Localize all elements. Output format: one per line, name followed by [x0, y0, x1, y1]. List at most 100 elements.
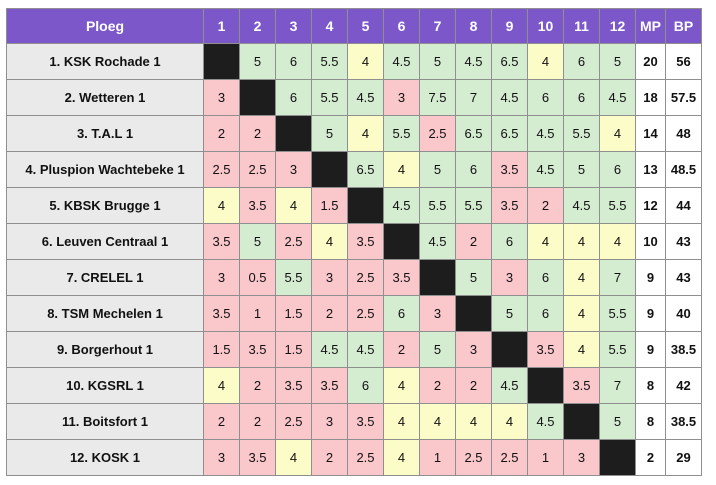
score-cell: 6	[527, 295, 564, 332]
score-cell: 5.5	[311, 79, 348, 116]
self-cell	[455, 295, 492, 332]
score-cell: 5	[491, 295, 528, 332]
score-cell: 3	[419, 295, 456, 332]
score-cell: 4	[203, 187, 240, 224]
score-cell: 5.5	[599, 331, 636, 368]
header-round-1: 1	[203, 8, 240, 44]
match-points: 18	[635, 79, 666, 116]
score-cell: 1.5	[275, 295, 312, 332]
score-cell: 2	[239, 403, 276, 440]
team-name: 3. T.A.L 1	[6, 115, 204, 152]
score-cell: 4	[599, 115, 636, 152]
board-points: 48	[665, 115, 702, 152]
team-name: 1. KSK Rochade 1	[6, 43, 204, 80]
score-cell: 6.5	[491, 115, 528, 152]
header-round-12: 12	[599, 8, 636, 44]
team-name: 5. KBSK Brugge 1	[6, 187, 204, 224]
score-cell: 4.5	[347, 79, 384, 116]
score-cell: 2	[239, 367, 276, 404]
score-cell: 5.5	[599, 295, 636, 332]
score-cell: 6	[347, 367, 384, 404]
score-cell: 3.5	[275, 367, 312, 404]
board-points: 40	[665, 295, 702, 332]
score-cell: 4	[527, 223, 564, 260]
self-cell	[527, 367, 564, 404]
score-cell: 4	[491, 403, 528, 440]
board-points: 38.5	[665, 331, 702, 368]
board-points: 43	[665, 259, 702, 296]
table-row: 9. Borgerhout 1 1.5 3.5 1.5 4.5 4.5 2 5 3 3.5 4 5.5…	[6, 331, 702, 368]
header-round-7: 7	[419, 8, 456, 44]
score-cell: 7	[599, 367, 636, 404]
board-points: 42	[665, 367, 702, 404]
score-cell: 2.5	[275, 223, 312, 260]
score-cell: 0.5	[239, 259, 276, 296]
match-points: 10	[635, 223, 666, 260]
score-cell: 4	[563, 223, 600, 260]
score-cell: 4	[275, 187, 312, 224]
score-cell: 3.5	[527, 331, 564, 368]
match-points: 14	[635, 115, 666, 152]
score-cell: 4	[383, 439, 420, 476]
score-cell: 2.5	[275, 403, 312, 440]
score-cell: 4.5	[599, 79, 636, 116]
table-row: 6. Leuven Centraal 1 3.5 5 2.5 4 3.5 4.5 2 6 4 4 4 1…	[6, 223, 702, 260]
score-cell: 5.5	[419, 187, 456, 224]
score-cell: 4.5	[527, 403, 564, 440]
score-cell: 2	[383, 331, 420, 368]
crosstable: Ploeg 1 2 3 4 5 6 7 8 9 10 11 12 MP BP 1. KSK Rochade…	[6, 8, 702, 476]
board-points: 43	[665, 223, 702, 260]
self-cell	[275, 115, 312, 152]
score-cell: 4	[455, 403, 492, 440]
self-cell	[563, 403, 600, 440]
score-cell: 4	[275, 439, 312, 476]
score-cell: 3.5	[383, 259, 420, 296]
table-row: 1. KSK Rochade 1 5 6 5.5 4 4.5 5 4.5 6.5 4 6 5 20 56	[6, 43, 702, 80]
self-cell	[347, 187, 384, 224]
table-row: 2. Wetteren 1 3 6 5.5 4.5 3 7.5 7 4.5 6 6 4.5 18 57.5	[6, 79, 702, 116]
score-cell: 2.5	[455, 439, 492, 476]
score-cell: 6	[455, 151, 492, 188]
score-cell: 2	[455, 223, 492, 260]
header-round-11: 11	[563, 8, 600, 44]
header-mp: MP	[635, 8, 666, 44]
score-cell: 2.5	[203, 151, 240, 188]
header-round-10: 10	[527, 8, 564, 44]
match-points: 9	[635, 259, 666, 296]
board-points: 56	[665, 43, 702, 80]
score-cell: 4	[599, 223, 636, 260]
score-cell: 3.5	[563, 367, 600, 404]
score-cell: 4.5	[563, 187, 600, 224]
table-body: 1. KSK Rochade 1 5 6 5.5 4 4.5 5 4.5 6.5 4 6 5 20 56 2…	[6, 43, 702, 476]
table-row: 12. KOSK 1 3 3.5 4 2 2.5 4 1 2.5 2.5 1 3 2 29	[6, 439, 702, 476]
header-round-8: 8	[455, 8, 492, 44]
score-cell: 5.5	[275, 259, 312, 296]
header-row: Ploeg 1 2 3 4 5 6 7 8 9 10 11 12 MP BP	[6, 8, 702, 44]
table-row: 8. TSM Mechelen 1 3.5 1 1.5 2 2.5 6 3 5 6 4 5.5 9 40	[6, 295, 702, 332]
match-points: 8	[635, 403, 666, 440]
match-points: 12	[635, 187, 666, 224]
score-cell: 2	[527, 187, 564, 224]
header-round-4: 4	[311, 8, 348, 44]
score-cell: 2	[455, 367, 492, 404]
score-cell: 5.5	[563, 115, 600, 152]
score-cell: 3	[203, 439, 240, 476]
self-cell	[311, 151, 348, 188]
score-cell: 5	[239, 43, 276, 80]
score-cell: 5	[239, 223, 276, 260]
team-name: 7. CRELEL 1	[6, 259, 204, 296]
score-cell: 3	[563, 439, 600, 476]
score-cell: 2	[311, 295, 348, 332]
score-cell: 1.5	[275, 331, 312, 368]
table-row: 11. Boitsfort 1 2 2 2.5 3 3.5 4 4 4 4 4.5 5 8 38.5	[6, 403, 702, 440]
score-cell: 4.5	[491, 367, 528, 404]
score-cell: 6	[599, 151, 636, 188]
board-points: 57.5	[665, 79, 702, 116]
score-cell: 3.5	[203, 295, 240, 332]
score-cell: 4	[563, 295, 600, 332]
score-cell: 5	[599, 403, 636, 440]
board-points: 48.5	[665, 151, 702, 188]
score-cell: 3	[311, 403, 348, 440]
score-cell: 1	[527, 439, 564, 476]
score-cell: 4	[527, 43, 564, 80]
